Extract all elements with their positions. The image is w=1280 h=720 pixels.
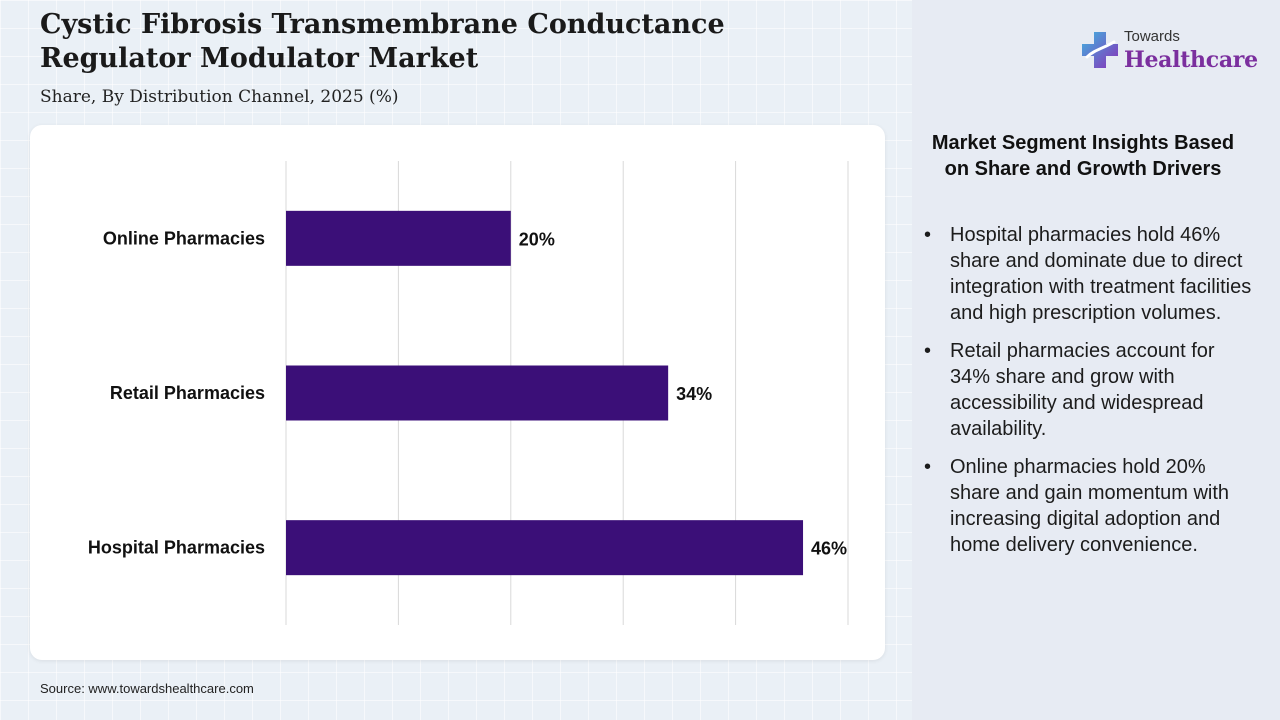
bar-chart: Online Pharmacies 20% Retail Pharmacies 34%… xyxy=(88,161,849,625)
data-label: 46% xyxy=(811,539,847,559)
bullet-glyph: • xyxy=(924,340,932,362)
bar xyxy=(286,520,804,576)
insight-item-online: • Online pharmacies hold 20% share and ga… xyxy=(922,454,1252,558)
chart-card: Online Pharmacies 20% Retail Pharmacies 34%… xyxy=(30,125,885,660)
brand-logo: Towards Healthcare xyxy=(1080,26,1260,78)
data-label: 20% xyxy=(519,229,555,249)
insights-title: Market Segment Insights Based on Share a… xyxy=(931,132,1235,180)
insights-panel xyxy=(912,0,1280,720)
insight-text: Hospital pharmacies hold 46% share and d… xyxy=(950,224,1252,324)
insight-text: Online pharmacies hold 20% share and gai… xyxy=(950,456,1230,556)
bullet-glyph: • xyxy=(924,456,932,478)
category-label: Retail Pharmacies xyxy=(110,383,265,403)
source-note: Source: www.towardshealthcare.com xyxy=(40,681,254,696)
category-label: Hospital Pharmacies xyxy=(88,538,265,558)
bar xyxy=(286,365,669,421)
insight-text: Retail pharmacies account for 34% share … xyxy=(950,340,1215,440)
insights-list: • Hospital pharmacies hold 46% share and … xyxy=(922,222,1252,570)
bar xyxy=(286,210,511,266)
medical-cross-icon xyxy=(1082,32,1118,68)
chart-title: Cystic Fibrosis Transmembrane Conductanc… xyxy=(40,9,725,74)
data-label: 34% xyxy=(676,384,712,404)
brand-name-top: Towards xyxy=(1124,28,1180,45)
insight-item-hospital: • Hospital pharmacies hold 46% share and … xyxy=(922,222,1252,326)
bullet-glyph: • xyxy=(924,224,932,246)
brand-name-main: Healthcare xyxy=(1124,47,1258,73)
chart-subtitle: Share, By Distribution Channel, 2025 (%) xyxy=(40,87,399,107)
insight-item-retail: • Retail pharmacies account for 34% share… xyxy=(922,338,1252,442)
category-label: Online Pharmacies xyxy=(103,228,265,248)
chart-area: Cystic Fibrosis Transmembrane Conductanc… xyxy=(30,9,885,696)
